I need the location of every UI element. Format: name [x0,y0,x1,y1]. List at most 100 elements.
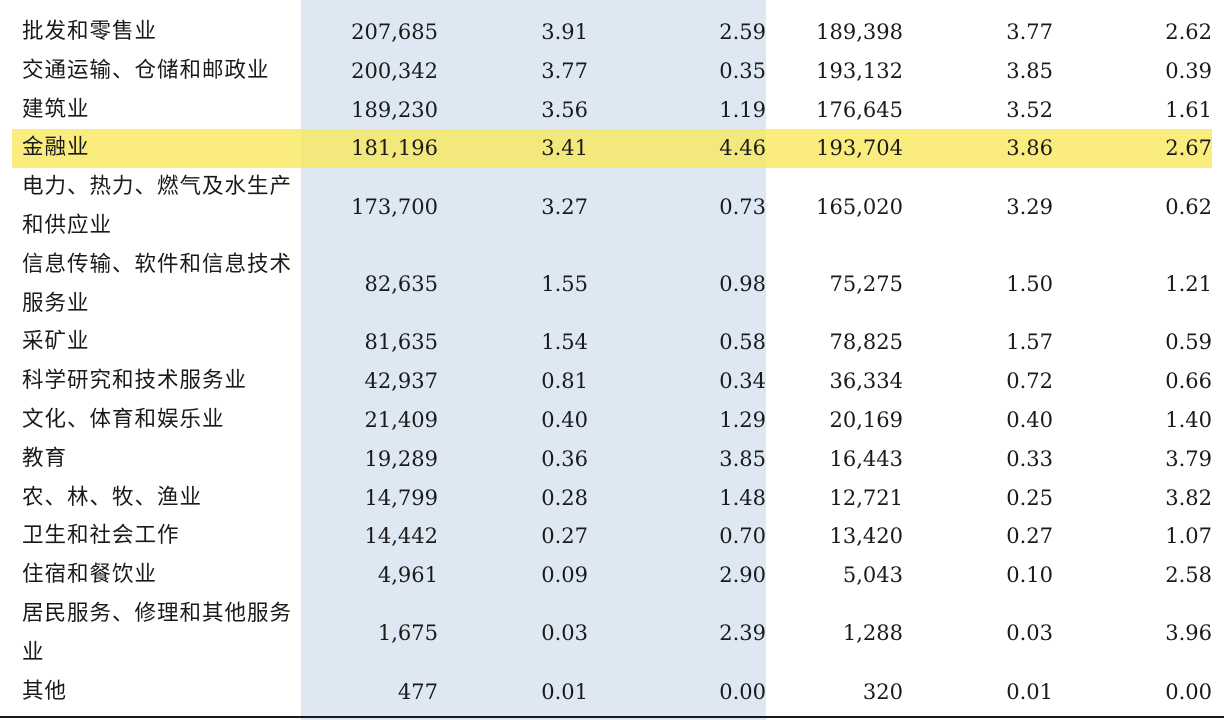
value-cell-c6: 1.07 [1165,524,1212,549]
table-row: 电力、热力、燃气及水生产和供应业 173,700 3.27 0.73 165,020 3.… [12,168,1212,246]
value-cell-c5: 0.01 [1006,679,1053,704]
industry-name-cell: 建筑业 [22,96,90,122]
value-cell-c1: 207,685 [351,20,438,44]
value-cell-c2: 0.40 [541,407,588,432]
value-cell-c1: 19,289 [364,446,438,471]
value-cell-c6: 1.21 [1165,272,1212,297]
value-cell-c1: 14,442 [364,524,438,549]
value-cell-c6: 1.61 [1165,97,1212,122]
value-cell-c4: 20,169 [829,407,903,432]
table-body: 批发和零售业 207,685 3.91 2.59 189,398 3.77 2.62 交通运输… [12,13,1212,711]
industry-name-cell: 交通运输、仓储和邮政业 [22,57,270,83]
value-cell-c5: 3.29 [1006,194,1053,219]
table-row: 文化、体育和娱乐业 21,409 0.40 1.29 20,169 0.40 1.40 [12,401,1212,440]
value-cell-c4: 165,020 [816,194,903,219]
value-cell-c5: 0.40 [1006,407,1053,432]
table-row: 采矿业 81,635 1.54 0.58 78,825 1.57 0.59 [12,323,1212,362]
table-row: 居民服务、修理和其他服务业 1,675 0.03 2.39 1,288 0.03 3.96 [12,595,1212,673]
value-cell-c4: 78,825 [829,330,903,355]
value-cell-c1: 200,342 [351,58,438,83]
industry-name-cell: 信息传输、软件和信息技术服务业 [22,251,293,316]
value-cell-c5: 0.33 [1006,446,1053,471]
value-cell-c2: 0.81 [541,369,588,394]
value-cell-c4: 193,132 [816,58,903,83]
value-cell-c1: 82,635 [364,272,438,297]
value-cell-c6: 2.67 [1053,129,1212,169]
value-cell-c5: 3.86 [903,129,1053,169]
value-cell-c1: 14,799 [364,485,438,510]
industry-name-cell: 采矿业 [22,329,90,355]
table-row: 科学研究和技术服务业 42,937 0.81 0.34 36,334 0.72 0.66 [12,362,1212,401]
value-cell-c4: 193,704 [766,129,903,169]
value-cell-c1: 173,700 [351,194,438,219]
value-cell-c4: 1,288 [842,621,903,646]
value-cell-c2: 3.41 [438,129,588,169]
value-cell-c6: 2.58 [1165,563,1212,588]
value-cell-c3: 2.59 [719,20,766,44]
value-cell-c6: 0.00 [1165,679,1212,704]
industry-name-cell: 教育 [22,445,68,471]
value-cell-c6: 3.96 [1165,621,1212,646]
value-cell-c2: 0.09 [541,563,588,588]
table-bottom-rule [0,716,1224,718]
value-cell-c3: 0.70 [719,524,766,549]
value-cell-c6: 0.39 [1165,58,1212,83]
table-row: 信息传输、软件和信息技术服务业 82,635 1.55 0.98 75,275 1.50 1… [12,246,1212,324]
industry-name-cell: 科学研究和技术服务业 [22,368,248,394]
value-cell-c5: 1.57 [1006,330,1053,355]
value-cell-c5: 0.27 [1006,524,1053,549]
value-cell-c5: 3.77 [1006,20,1053,44]
value-cell-c1: 21,409 [364,407,438,432]
value-cell-c2: 1.54 [541,330,588,355]
value-cell-c4: 36,334 [829,369,903,394]
shaded-column-band [301,0,766,720]
value-cell-c3: 0.58 [719,330,766,355]
table-row: 住宿和餐饮业 4,961 0.09 2.90 5,043 0.10 2.58 [12,556,1212,595]
value-cell-c4: 176,645 [816,97,903,122]
value-cell-c4: 16,443 [829,446,903,471]
value-cell-c3: 0.73 [719,194,766,219]
value-cell-c3: 3.85 [719,446,766,471]
industry-name-cell: 金融业 [12,129,301,169]
industry-name-cell: 住宿和餐饮业 [22,562,158,588]
value-cell-c2: 3.91 [541,20,588,44]
value-cell-c4: 5,043 [842,563,903,588]
table-row: 交通运输、仓储和邮政业 200,342 3.77 0.35 193,132 3.85 0.3… [12,52,1212,91]
value-cell-c3: 0.34 [719,369,766,394]
value-cell-c2: 0.36 [541,446,588,471]
value-cell-c3: 0.00 [719,679,766,704]
table-row: 建筑业 189,230 3.56 1.19 176,645 3.52 1.61 [12,91,1212,130]
value-cell-c5: 0.10 [1006,563,1053,588]
value-cell-c1: 477 [397,679,438,704]
value-cell-c6: 0.66 [1165,369,1212,394]
table-row: 教育 19,289 0.36 3.85 16,443 0.33 3.79 [12,440,1212,479]
table-row: 其他 477 0.01 0.00 320 0.01 0.00 [12,673,1212,712]
value-cell-c1: 81,635 [364,330,438,355]
value-cell-c4: 189,398 [816,20,903,44]
table-row: 批发和零售业 207,685 3.91 2.59 189,398 3.77 2.62 [12,13,1212,52]
value-cell-c2: 3.27 [541,194,588,219]
value-cell-c3: 2.90 [719,563,766,588]
value-cell-c3: 0.35 [719,58,766,83]
value-cell-c6: 2.62 [1165,20,1212,44]
value-cell-c1: 189,230 [351,97,438,122]
value-cell-c6: 0.62 [1165,194,1212,219]
table-row: 农、林、牧、渔业 14,799 0.28 1.48 12,721 0.25 3.82 [12,479,1212,518]
value-cell-c5: 0.25 [1006,485,1053,510]
value-cell-c1: 4,961 [377,563,438,588]
value-cell-c6: 3.82 [1165,485,1212,510]
industry-name-cell: 电力、热力、燃气及水生产和供应业 [22,174,293,238]
industry-name-cell: 其他 [22,678,68,704]
value-cell-c1: 1,675 [377,621,438,646]
value-cell-c6: 0.59 [1165,330,1212,355]
value-cell-c3: 4.46 [588,129,766,169]
value-cell-c1: 42,937 [364,369,438,394]
value-cell-c5: 0.72 [1006,369,1053,394]
value-cell-c4: 75,275 [829,272,903,297]
industry-name-cell: 批发和零售业 [22,19,158,44]
industry-name-cell: 农、林、牧、渔业 [22,484,203,510]
industry-name-cell: 卫生和社会工作 [22,523,180,549]
value-cell-c2: 0.28 [541,485,588,510]
value-cell-c3: 1.19 [719,97,766,122]
value-cell-c1: 181,196 [301,129,438,169]
